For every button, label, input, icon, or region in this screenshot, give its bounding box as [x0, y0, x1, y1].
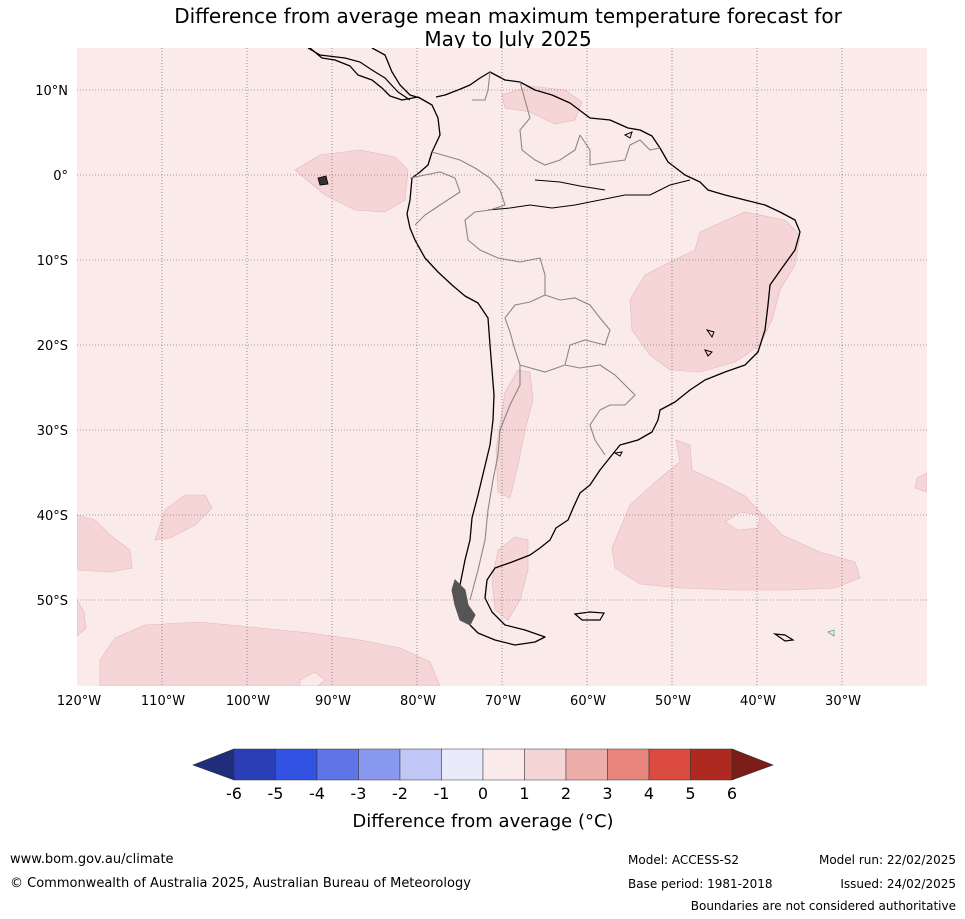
colorbar-cell: [358, 748, 401, 781]
colorbar-tick-label: 3: [602, 784, 612, 803]
colorbar-cell: [607, 748, 650, 781]
shaded-region-east-edge: [914, 472, 927, 493]
colorbar-cell: [524, 748, 567, 781]
colorbar-cell: [316, 748, 359, 781]
lon-label: 60°W: [570, 694, 606, 709]
colorbar-extend-low: [192, 748, 235, 781]
colorbar-cell: [482, 748, 525, 781]
lon-label: 100°W: [226, 694, 270, 709]
lon-label: 90°W: [315, 694, 351, 709]
lon-label: 40°W: [740, 694, 776, 709]
graticule: [77, 48, 927, 686]
lat-label: 40°S: [37, 509, 68, 524]
map-title-line1: Difference from average mean maximum tem…: [174, 4, 842, 28]
shaded-region-pacific-west: [77, 514, 133, 573]
longitude-labels: 120°W 110°W 100°W 90°W 80°W 70°W 60°W 50…: [57, 694, 861, 709]
model-run-text: Model run: 22/02/2025: [818, 853, 956, 867]
shaded-region-galapagos: [294, 149, 409, 213]
shaded-region-venezuela: [501, 85, 583, 125]
colorbar-tick-label: -4: [309, 784, 325, 803]
website-link[interactable]: www.bom.gov.au/climate: [10, 852, 174, 867]
issued-text: Issued: 24/02/2025: [840, 877, 956, 891]
shaded-region-pacific-mid: [154, 494, 213, 541]
lat-label: 10°S: [37, 254, 68, 269]
lat-label: 10°N: [35, 84, 68, 99]
lon-label: 30°W: [825, 694, 861, 709]
disclaimer-text: Boundaries are not considered authoritat…: [690, 899, 956, 913]
colorbar-tick-label: 6: [727, 784, 737, 803]
colorbar-tick-label: -1: [434, 784, 450, 803]
colorbar-label: Difference from average (°C): [352, 811, 613, 832]
anomaly-shading: [77, 48, 927, 686]
lon-label: 50°W: [655, 694, 691, 709]
south-america-coastline: [309, 48, 801, 646]
lon-label: 70°W: [485, 694, 521, 709]
shaded-region-patagonia: [491, 536, 529, 621]
colorbar-tick-label: 4: [644, 784, 654, 803]
amazon-river: [487, 179, 691, 211]
colorbar-cell: [648, 748, 691, 781]
colorbar-cell: [565, 748, 608, 781]
lat-label: 50°S: [37, 594, 68, 609]
colorbar-tick-label: -2: [392, 784, 408, 803]
shaded-region-argentina-north: [495, 369, 534, 499]
model-text: Model: ACCESS-S2: [628, 853, 740, 867]
lon-label: 80°W: [400, 694, 436, 709]
colorbar-tick-label: -6: [226, 784, 242, 803]
colorbar-cell: [441, 748, 484, 781]
colorbar-tick-label: -3: [351, 784, 367, 803]
lat-label: 20°S: [37, 339, 68, 354]
copyright-text: © Commonwealth of Australia 2025, Austra…: [10, 876, 471, 891]
colorbar-tick-label: 5: [685, 784, 695, 803]
colorbar-cell: [399, 748, 442, 781]
colorbar-tick-label: 0: [478, 784, 488, 803]
latitude-labels: 10°N 0° 10°S 20°S 30°S 40°S 50°S: [35, 84, 68, 609]
colorbar-tick-label: 2: [561, 784, 571, 803]
shaded-region-brazil-east: [629, 211, 801, 373]
colorbar-tick-label: -5: [268, 784, 284, 803]
lat-label: 0°: [53, 169, 68, 184]
country-borders: [409, 71, 661, 601]
base-period-text: Base period: 1981-2018: [628, 877, 773, 891]
lon-label: 120°W: [57, 694, 101, 709]
colorbar-cell: [233, 748, 276, 781]
map-title-line2: May to July 2025: [424, 27, 592, 51]
colorbar-tick-label: 1: [519, 784, 529, 803]
colorbar-cell: [690, 748, 733, 781]
colorbar: -6 -5 -4 -3 -2 -1 0 1 2 3 4 5 6 Difference from aver…: [192, 748, 774, 832]
central-america-coastline: [371, 48, 421, 99]
lon-label: 110°W: [141, 694, 185, 709]
shaded-region-southwest-edge: [77, 599, 87, 637]
colorbar-extend-high: [731, 748, 774, 781]
lat-label: 30°S: [37, 424, 68, 439]
shaded-region-southern-ocean: [99, 621, 441, 686]
colorbar-cell: [275, 748, 318, 781]
